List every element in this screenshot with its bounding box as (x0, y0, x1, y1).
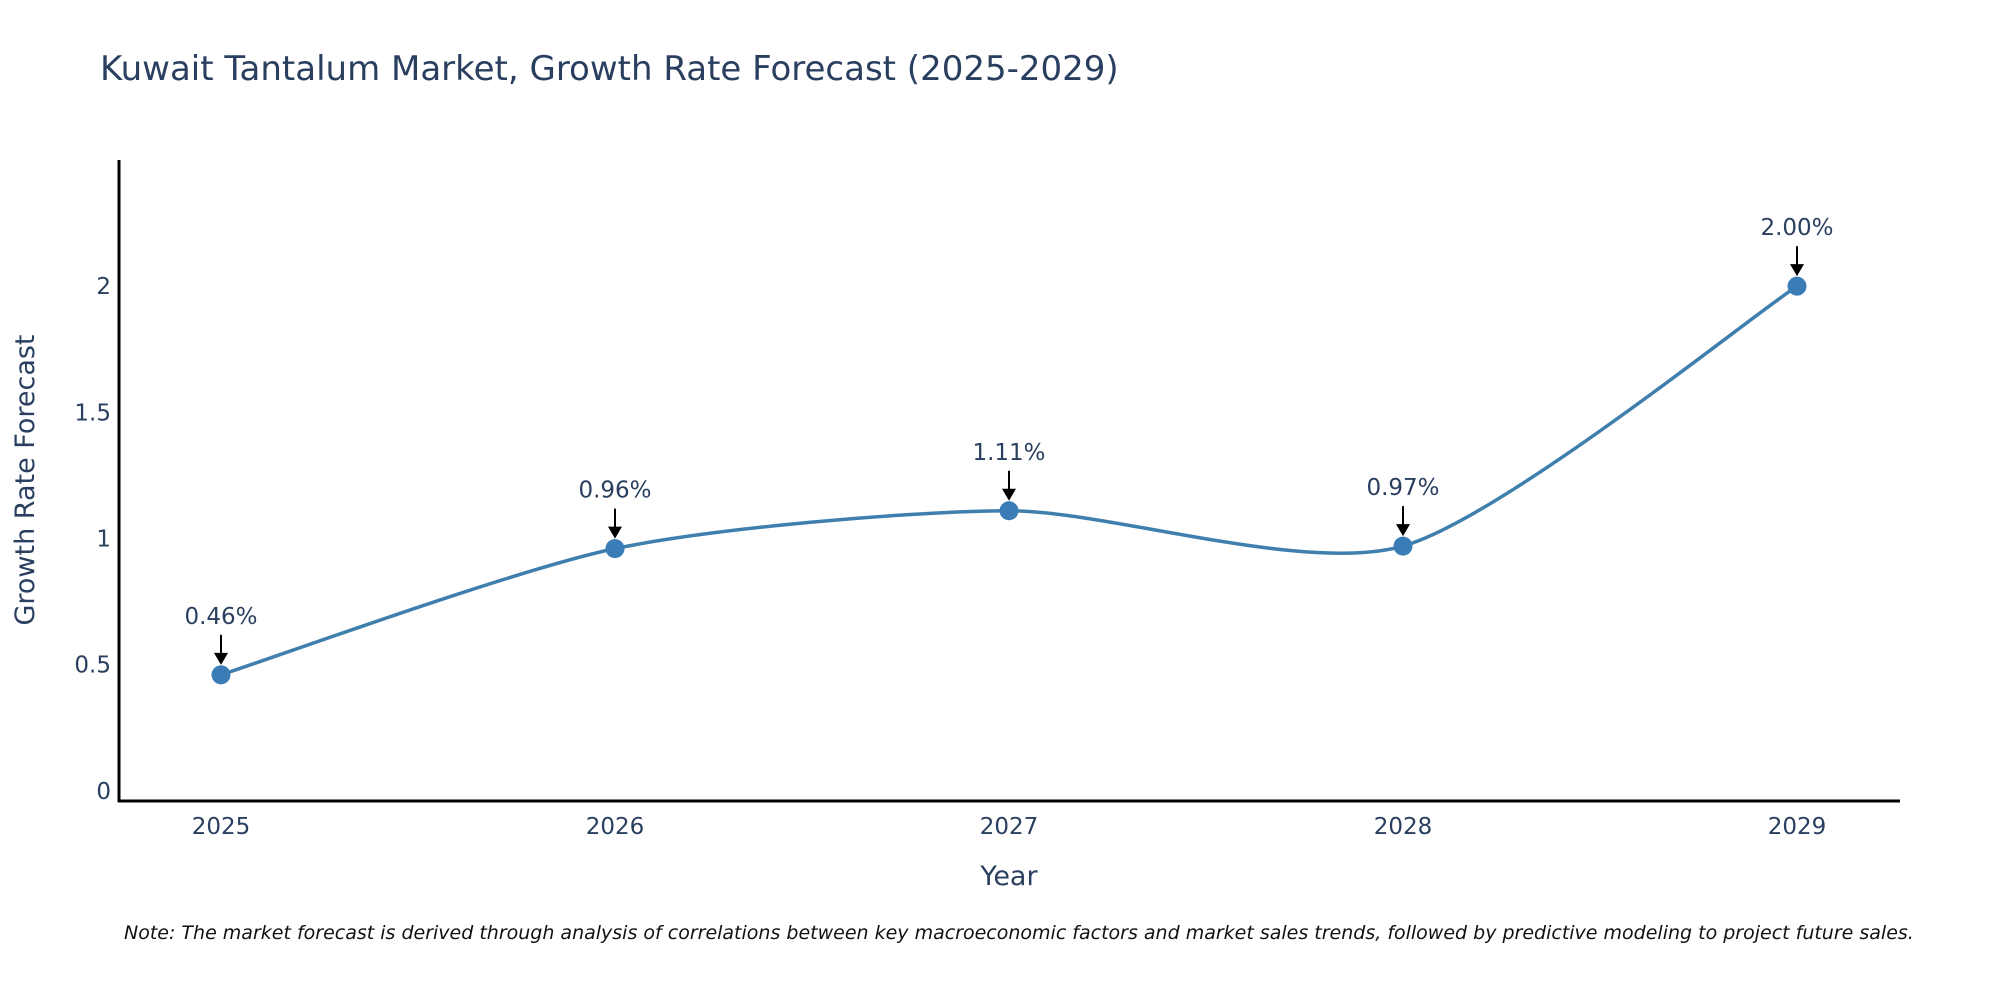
data-label: 1.11% (972, 440, 1045, 466)
data-label: 0.97% (1366, 475, 1439, 501)
data-point (1393, 536, 1413, 556)
x-tick-labels: 2025 2026 2027 2028 2029 (192, 814, 1827, 840)
x-tick-label: 2025 (192, 814, 251, 840)
x-axis-title: Year (979, 861, 1038, 892)
x-tick-label: 2029 (1768, 814, 1827, 840)
chart-title: Kuwait Tantalum Market, Growth Rate Fore… (100, 49, 1119, 89)
annotation-arrowhead (1396, 524, 1410, 537)
data-annotations: 0.46% 0.96% 1.11% 0.97% 2.00% (184, 215, 1834, 665)
footnote: Note: The market forecast is derived thr… (124, 922, 1914, 944)
data-point (999, 501, 1019, 521)
y-tick-label: 1.5 (74, 400, 111, 426)
data-label: 2.00% (1760, 215, 1833, 241)
x-tick-label: 2027 (980, 814, 1039, 840)
data-point (211, 665, 231, 685)
data-label: 0.46% (184, 604, 257, 630)
y-tick-label: 1 (96, 527, 111, 553)
data-label: 0.96% (578, 478, 651, 504)
y-tick-label: 0.5 (74, 653, 111, 679)
annotation-arrowhead (608, 526, 622, 539)
data-point (1787, 276, 1807, 296)
y-tick-label: 2 (96, 274, 111, 300)
annotation-arrowhead (1790, 264, 1804, 277)
data-markers (211, 276, 1807, 685)
annotation-arrowhead (1002, 488, 1016, 501)
annotation-arrowhead (214, 652, 228, 665)
y-axis-title: Growth Rate Forecast (10, 334, 41, 625)
y-tick-label: 0 (96, 779, 111, 805)
x-tick-label: 2028 (1374, 814, 1433, 840)
x-tick-label: 2026 (586, 814, 645, 840)
y-tick-labels: 0 0.5 1 1.5 2 (74, 274, 111, 805)
data-point (605, 539, 625, 559)
